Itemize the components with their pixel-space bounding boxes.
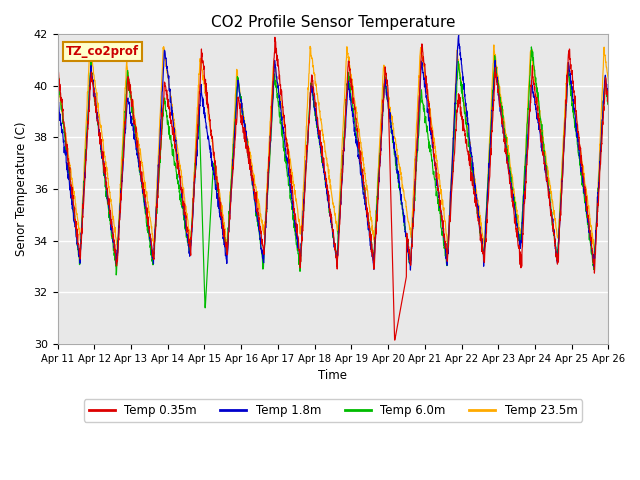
X-axis label: Time: Time xyxy=(319,369,348,382)
Legend: Temp 0.35m, Temp 1.8m, Temp 6.0m, Temp 23.5m: Temp 0.35m, Temp 1.8m, Temp 6.0m, Temp 2… xyxy=(84,399,582,422)
Title: CO2 Profile Sensor Temperature: CO2 Profile Sensor Temperature xyxy=(211,15,455,30)
Text: TZ_co2prof: TZ_co2prof xyxy=(66,45,139,58)
Y-axis label: Senor Temperature (C): Senor Temperature (C) xyxy=(15,122,28,256)
